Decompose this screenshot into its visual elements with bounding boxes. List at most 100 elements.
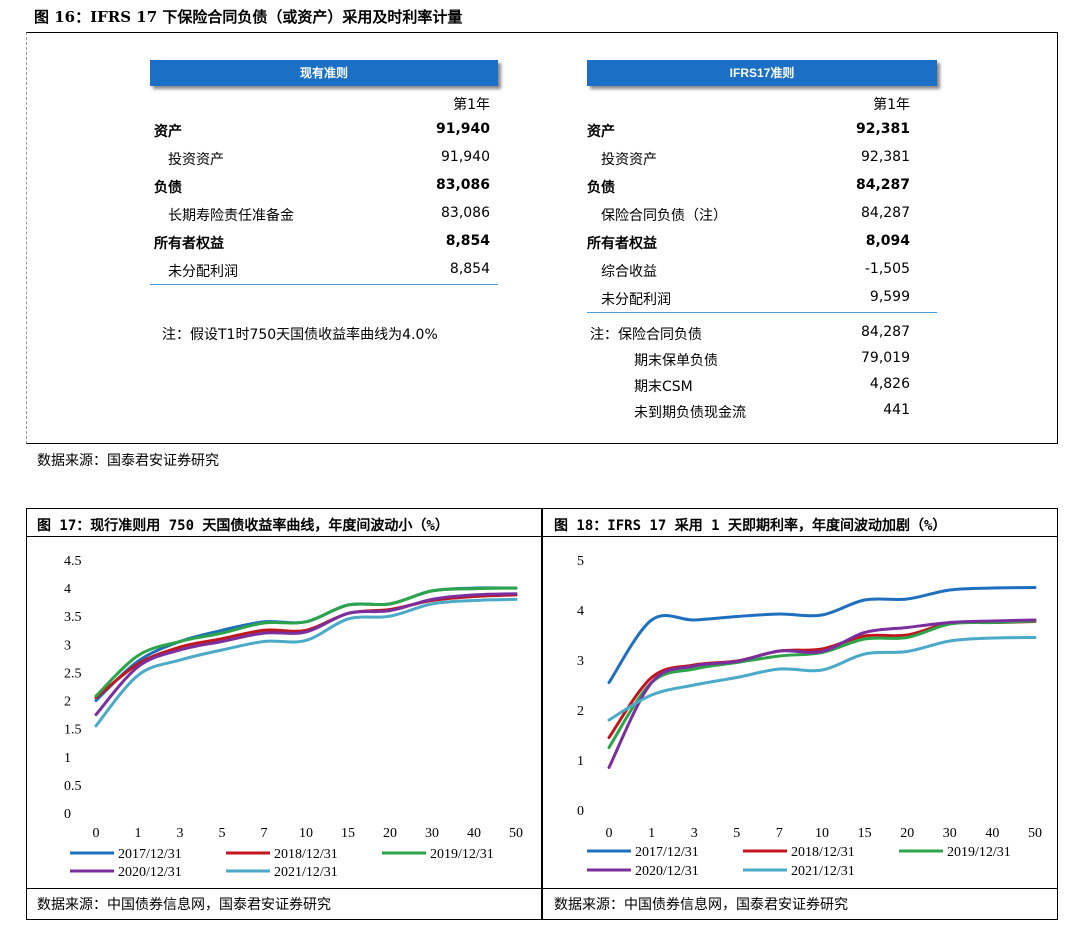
figure17-frame <box>26 508 543 920</box>
series-line-2019/12/31 <box>94 586 518 698</box>
left-row-label: 投资资产 <box>168 152 224 168</box>
y-tick-label: 2 <box>64 695 71 710</box>
y-tick-label: 3 <box>64 638 71 653</box>
left-row-value: 91,940 <box>435 121 490 137</box>
note-row-value: 79,019 <box>861 350 910 366</box>
x-tick-label: 30 <box>943 826 957 841</box>
legend-label: 2018/12/31 <box>791 845 855 860</box>
right-column-header: 第1年 <box>873 97 910 113</box>
left-row-label: 所有者权益 <box>154 236 224 252</box>
legend-label: 2020/12/31 <box>635 864 699 879</box>
legend-label: 2018/12/31 <box>274 847 338 862</box>
right-row-value: 84,287 <box>861 205 910 221</box>
y-tick-label: 0 <box>577 804 584 819</box>
left-row-value: 8,854 <box>449 261 490 277</box>
series-line-2017/12/31 <box>607 586 1037 684</box>
x-tick-label: 7 <box>776 826 783 841</box>
y-tick-label: 2.5 <box>64 666 82 681</box>
legend-label: 2021/12/31 <box>274 865 338 880</box>
right-row-value: -1,505 <box>864 261 910 277</box>
left-row-label: 长期寿险责任准备金 <box>168 208 294 224</box>
left-table-rule <box>150 284 498 285</box>
x-tick-label: 5 <box>733 826 740 841</box>
legend-label: 2017/12/31 <box>635 845 699 860</box>
x-tick-label: 7 <box>261 826 268 841</box>
right-row-label: 投资资产 <box>601 152 657 168</box>
left-table-header: 现有准则 <box>150 60 498 86</box>
left-table-note: 注：假设T1时750天国债收益率曲线为4.0% <box>162 327 438 343</box>
figure17-title: 图 17：现行准则用 750 天国债收益率曲线，年度间波动小（%） <box>37 518 449 534</box>
left-row-label: 负债 <box>154 180 182 196</box>
x-tick-label: 50 <box>1028 826 1042 841</box>
note-row-value: 84,287 <box>861 324 910 340</box>
x-tick-label: 0 <box>93 826 100 841</box>
left-column-header: 第1年 <box>453 97 490 113</box>
left-row-value: 83,086 <box>441 205 490 221</box>
y-tick-label: 5 <box>577 554 584 569</box>
legend-label: 2019/12/31 <box>430 847 494 862</box>
chart-source-divider <box>26 888 1057 889</box>
series-line-2020/12/31 <box>94 592 518 717</box>
figure18-title: 图 18：IFRS 17 采用 1 天即期利率，年度间波动加剧（%） <box>554 518 947 534</box>
right-row-value: 92,381 <box>861 149 910 165</box>
legend-label: 2021/12/31 <box>791 864 855 879</box>
chart-title-divider <box>26 536 1057 537</box>
series-line-2017/12/31 <box>94 586 518 703</box>
right-row-label: 未分配利润 <box>601 292 671 308</box>
x-tick-label: 3 <box>177 826 184 841</box>
x-tick-label: 3 <box>691 826 698 841</box>
right-row-value: 92,381 <box>855 121 910 137</box>
y-tick-label: 1 <box>64 751 71 766</box>
note-row-value: 4,826 <box>869 376 910 392</box>
x-tick-label: 0 <box>606 826 613 841</box>
legend-label: 2020/12/31 <box>118 865 182 880</box>
x-tick-label: 50 <box>509 826 523 841</box>
y-tick-label: 3.5 <box>64 610 82 625</box>
figure16-table-frame <box>26 32 1058 444</box>
y-tick-label: 0.5 <box>64 779 82 794</box>
figure18-frame <box>541 508 1058 920</box>
note-row-label: 期末保单负债 <box>634 353 718 369</box>
figure16-source: 数据来源：国泰君安证券研究 <box>37 453 219 469</box>
left-row-value: 91,940 <box>441 149 490 165</box>
x-tick-label: 10 <box>299 826 313 841</box>
left-row-label: 未分配利润 <box>168 264 238 280</box>
x-tick-label: 1 <box>135 826 142 841</box>
right-row-value: 8,094 <box>865 233 910 249</box>
x-tick-label: 40 <box>467 826 481 841</box>
right-row-label: 资产 <box>587 124 615 140</box>
x-tick-label: 20 <box>383 826 397 841</box>
note-row-label: 注：保险合同负债 <box>590 327 702 343</box>
right-row-value: 9,599 <box>869 289 910 305</box>
x-tick-label: 15 <box>341 826 355 841</box>
figure17-chart: 0 0.5 1 1.5 2 2.5 3 3.5 4 4.5 0 1 3 5 7 10 15 20 30 40 50 201… <box>64 554 523 880</box>
series-line-2021/12/31 <box>607 636 1037 722</box>
left-row-label: 资产 <box>154 124 182 140</box>
y-tick-label: 1 <box>577 754 584 769</box>
right-row-label: 所有者权益 <box>587 236 657 252</box>
right-row-value: 84,287 <box>855 177 910 193</box>
left-row-value: 8,854 <box>445 233 490 249</box>
x-tick-label: 20 <box>900 826 914 841</box>
series-line-2020/12/31 <box>607 618 1037 769</box>
note-row-label: 期末CSM <box>634 379 693 395</box>
y-tick-label: 4.5 <box>64 554 82 569</box>
y-tick-label: 4 <box>64 582 71 597</box>
y-tick-label: 1.5 <box>64 723 82 738</box>
y-tick-label: 4 <box>577 604 584 619</box>
series-line-2021/12/31 <box>94 597 518 728</box>
x-tick-label: 30 <box>425 826 439 841</box>
y-tick-label: 2 <box>577 704 584 719</box>
x-tick-label: 40 <box>985 826 999 841</box>
figure16-title: 图 16：IFRS 17 下保险合同负债（或资产）采用及时利率计量 <box>34 8 463 26</box>
y-tick-label: 3 <box>577 654 584 669</box>
legend-label: 2017/12/31 <box>118 847 182 862</box>
left-row-value: 83,086 <box>435 177 490 193</box>
y-tick-label: 0 <box>64 807 71 822</box>
x-tick-label: 10 <box>815 826 829 841</box>
x-tick-label: 1 <box>648 826 655 841</box>
right-row-label: 负债 <box>587 180 615 196</box>
right-row-label: 综合收益 <box>601 264 657 280</box>
figure17-source: 数据来源：中国债券信息网，国泰君安证券研究 <box>37 897 331 913</box>
